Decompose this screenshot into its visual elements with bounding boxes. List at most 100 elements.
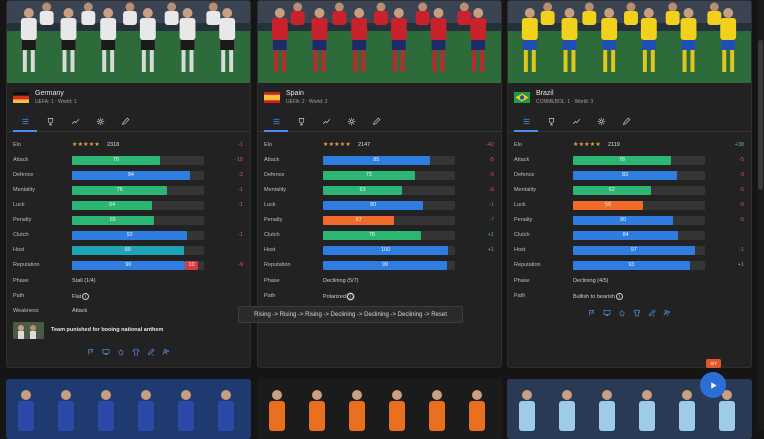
- stat-delta: -1: [238, 187, 243, 193]
- team-card-spain[interactable]: Spain UEFA: 2 · World: 2 Elo ★★★★★ 2147 -42 At…: [257, 0, 502, 368]
- stat-delta: -1: [489, 202, 494, 208]
- stat-delta: -5: [739, 157, 744, 163]
- scrollbar[interactable]: [757, 0, 764, 430]
- flag-button[interactable]: [588, 308, 597, 317]
- info-icon[interactable]: i: [346, 293, 354, 300]
- gear-icon: [96, 117, 104, 125]
- stat-label: Defence: [13, 172, 34, 178]
- info-icon[interactable]: i: [615, 293, 623, 300]
- pen-button[interactable]: [147, 347, 156, 356]
- stat-bar-fill: 76: [72, 186, 168, 195]
- path-label: Path: [514, 293, 526, 299]
- stat-label: Host: [514, 247, 526, 253]
- stat-value: 84: [622, 232, 629, 238]
- phase-row: Phase Declining (4/5): [514, 277, 747, 287]
- elo-row: Elo ★★★★★ 2318 -1: [13, 141, 246, 151]
- stat-bar-fill: 65: [72, 216, 154, 225]
- stat-delta: -1: [739, 247, 744, 253]
- stat-bar-track: 64: [72, 201, 204, 210]
- stat-row-attack: Attack 85 -5: [264, 156, 497, 166]
- team-card-partial[interactable]: [6, 379, 251, 439]
- card-tabs: [7, 110, 250, 132]
- path-value: Polarized: [323, 293, 346, 300]
- stat-value: 73: [365, 172, 372, 178]
- scroll-thumb[interactable]: [758, 40, 763, 190]
- tab-trophy[interactable]: [43, 114, 57, 128]
- tab-gear[interactable]: [93, 114, 107, 128]
- stat-bar-fill: 85: [323, 156, 430, 165]
- stat-bar-track: 78: [573, 156, 705, 165]
- stat-value: 57: [355, 217, 362, 223]
- tab-trend[interactable]: [68, 114, 82, 128]
- team-card-brazil[interactable]: Brazil CONMEBOL: 1 · World: 3 Elo ★★★★★ 2119…: [507, 0, 752, 368]
- monitor-button[interactable]: [102, 347, 111, 356]
- stat-delta: -5: [489, 172, 494, 178]
- pen-button[interactable]: [648, 308, 657, 317]
- stat-delta: -5: [739, 202, 744, 208]
- stat-bar-fill: 89: [72, 246, 184, 255]
- stat-delta: -5: [739, 187, 744, 193]
- team-card-partial[interactable]: [257, 379, 502, 439]
- list-icon: [523, 118, 529, 124]
- stat-label: Luck: [13, 202, 25, 208]
- shirt-button[interactable]: [633, 308, 642, 317]
- news-item[interactable]: Team punished for booing national anthem: [13, 321, 246, 339]
- stat-bar-fill: 63: [323, 186, 402, 195]
- gear-icon: [347, 117, 355, 125]
- stat-bar-track: 84: [573, 231, 705, 240]
- people-icon: [663, 309, 670, 316]
- stat-value: 62: [608, 187, 615, 193]
- stat-label: Defence: [264, 172, 285, 178]
- tab-trend[interactable]: [319, 114, 333, 128]
- phase-label: Phase: [13, 278, 29, 284]
- stat-bar-fill: 100: [323, 246, 449, 255]
- stat-label: Luck: [514, 202, 526, 208]
- stat-bar-track: 80: [573, 216, 705, 225]
- team-card-germany[interactable]: Germany UEFA: 1 · World: 1 Elo ★★★★★ 2318 -1 A…: [6, 0, 251, 368]
- elo-stars: ★★★★★: [323, 142, 351, 148]
- stat-bar-track: 89: [72, 246, 204, 255]
- stat-row-clutch: Clutch 84: [514, 231, 747, 241]
- tab-trophy[interactable]: [294, 114, 308, 128]
- people-button[interactable]: [663, 308, 672, 317]
- tab-trend[interactable]: [569, 114, 583, 128]
- stat-value: 64: [109, 202, 116, 208]
- tab-list[interactable]: [13, 114, 37, 132]
- tab-gear[interactable]: [344, 114, 358, 128]
- stat-value: 85: [373, 157, 380, 163]
- shirt-button[interactable]: [132, 347, 141, 356]
- stat-delta: -1: [238, 202, 243, 208]
- info-icon[interactable]: i: [82, 293, 90, 300]
- tab-pencil[interactable]: [369, 114, 383, 128]
- stat-delta: -10: [235, 157, 243, 163]
- hand-button[interactable]: [618, 308, 627, 317]
- people-button[interactable]: [162, 347, 171, 356]
- tab-trophy[interactable]: [544, 114, 558, 128]
- team-name: Germany: [35, 90, 64, 97]
- monitor-button[interactable]: [603, 308, 612, 317]
- tab-gear[interactable]: [594, 114, 608, 128]
- stat-label: Mentality: [514, 187, 537, 193]
- tab-list[interactable]: [514, 114, 538, 132]
- stat-value: 100: [381, 247, 391, 253]
- stat-row-attack: Attack 78 -5: [514, 156, 747, 166]
- flag-button[interactable]: [87, 347, 96, 356]
- stat-value: 94: [127, 172, 134, 178]
- stat-value: 90: [125, 262, 132, 268]
- play-button[interactable]: [700, 372, 726, 398]
- stat-bar-fill: 84: [573, 231, 679, 240]
- shirt-icon: [633, 309, 641, 316]
- path-value-wrap: Bullish to bearish i: [573, 293, 623, 300]
- elo-delta: -1: [238, 142, 243, 148]
- pen-icon: [648, 309, 656, 316]
- hand-button[interactable]: [117, 347, 126, 356]
- trend-icon: [71, 118, 79, 124]
- tab-pencil[interactable]: [118, 114, 132, 128]
- trend-icon: [572, 118, 580, 124]
- stat-row-clutch: Clutch 92 -1: [13, 231, 246, 241]
- tab-pencil[interactable]: [619, 114, 633, 128]
- tab-list[interactable]: [264, 114, 288, 132]
- stat-value: 80: [370, 202, 377, 208]
- stat-row-luck: Luck 64 -1: [13, 201, 246, 211]
- path-tooltip: Rising -> Rising -> Rising -> Declining …: [238, 306, 463, 323]
